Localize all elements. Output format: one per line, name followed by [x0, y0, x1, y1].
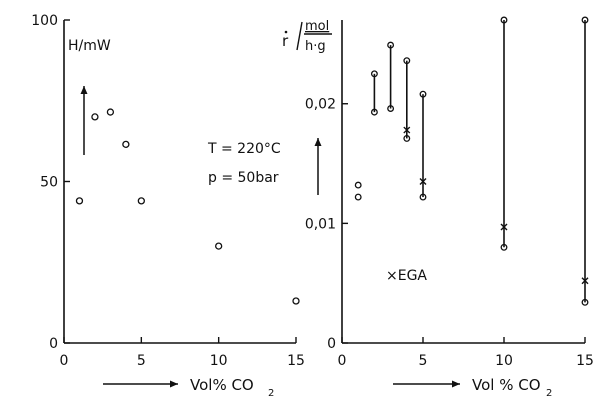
data-point — [75, 197, 84, 205]
y-tick-label: 0 — [327, 336, 336, 352]
conditions-temperature: T = 220°C — [207, 141, 281, 157]
data-point — [581, 16, 589, 24]
x-axis-label-subscript: 2 — [546, 388, 552, 399]
ega-marker — [403, 126, 411, 134]
data-point — [500, 243, 508, 251]
x-tick-label: 0 — [338, 353, 347, 369]
legend-ega: ×EGA — [386, 268, 427, 284]
data-point — [403, 57, 411, 65]
x-tick-label: 15 — [287, 353, 305, 369]
y-axis-label-dot — [284, 30, 288, 34]
ega-marker — [419, 178, 427, 185]
data-point — [403, 134, 411, 142]
y-tick-label: 50 — [40, 175, 58, 191]
data-point — [354, 193, 362, 201]
data-point — [354, 181, 362, 189]
data-point — [106, 108, 115, 116]
x-tick-label: 5 — [137, 353, 146, 369]
y-tick-label: 0,01 — [305, 216, 336, 232]
data-point — [137, 197, 145, 205]
left-chart-panel: 0 50 100 0 5 10 15 H/mW Vol% CO 2 T = 220°C p = 50b… — [31, 13, 305, 399]
y-axis-arrow-head — [314, 138, 322, 146]
ega-marker — [581, 277, 589, 285]
y-axis-label-denominator: h·g — [305, 39, 326, 54]
x-tick-label: 5 — [419, 353, 428, 369]
x-axis-arrow — [393, 380, 460, 388]
data-point — [370, 108, 378, 116]
x-axis-arrow — [103, 380, 178, 388]
y-axis-label: H/mW — [68, 38, 111, 54]
data-point — [500, 16, 508, 24]
data-point — [387, 41, 395, 49]
x-tick-label: 0 — [60, 353, 69, 369]
x-tick-label: 15 — [576, 353, 594, 369]
x-tick-label: 10 — [210, 353, 228, 369]
data-point — [91, 113, 99, 121]
x-axis-label: Vol % CO — [472, 376, 541, 394]
data-point — [292, 297, 300, 305]
y-tick-label: 0 — [49, 336, 58, 352]
y-axis-arrow-head — [80, 86, 88, 94]
y-axis-label-prefix: r — [282, 32, 289, 50]
ega-marker-stroke — [403, 126, 411, 134]
data-point — [215, 242, 223, 250]
x-axis-label-subscript: 2 — [268, 388, 274, 399]
y-tick-label: 0,02 — [305, 97, 336, 113]
ega-marker-stroke — [581, 277, 589, 285]
y-axis-arrow — [80, 86, 88, 155]
data-point — [419, 193, 427, 201]
y-axis-label-slash — [296, 21, 303, 51]
x-axis-arrow-head — [170, 380, 178, 388]
y-axis-label-numerator: mol — [305, 19, 329, 34]
y-tick-label: 100 — [31, 13, 58, 29]
x-axis-arrow-head — [452, 380, 460, 388]
ega-marker-stroke — [500, 223, 508, 231]
x-tick-label: 10 — [495, 353, 513, 369]
right-chart-panel: 0 0,01 0,02 0 5 10 15 r mol h·g Vol % CO 2 ×EGA — [282, 16, 594, 399]
ega-marker-stroke — [419, 178, 427, 185]
x-axis-label: Vol% CO — [190, 376, 254, 394]
data-point — [581, 298, 589, 306]
ega-marker — [500, 223, 508, 231]
data-point — [370, 70, 378, 78]
data-point — [387, 105, 395, 112]
conditions-pressure: p = 50bar — [208, 170, 279, 186]
y-axis-arrow — [314, 138, 322, 195]
data-point — [419, 90, 427, 98]
data-point — [122, 140, 130, 149]
